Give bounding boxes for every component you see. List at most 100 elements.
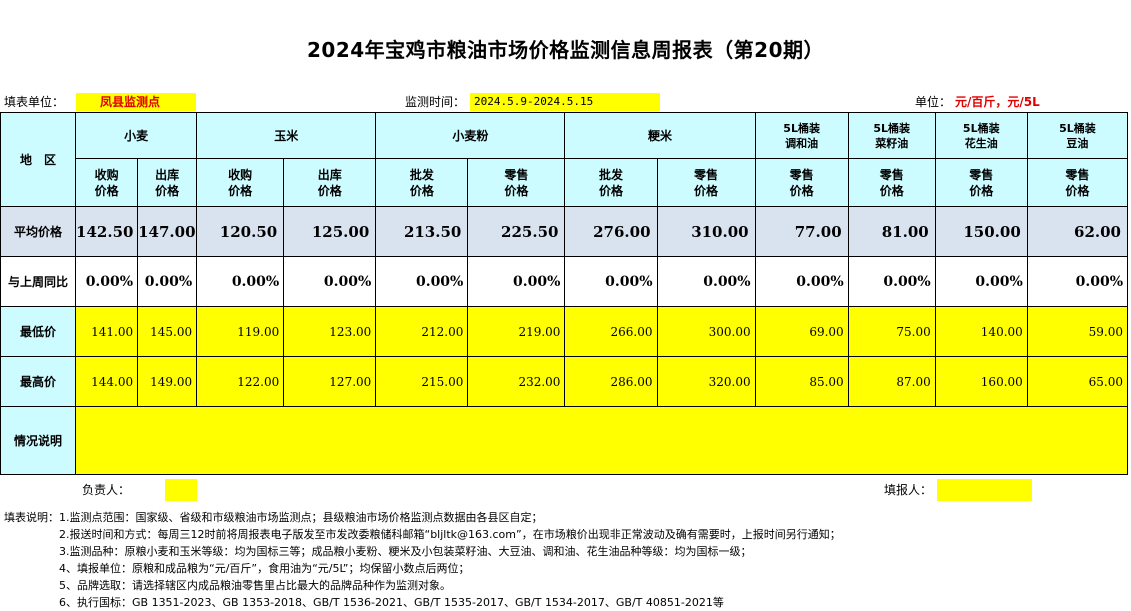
instruction-line: 3.监测品种：原粮小麦和玉米等级：均为国标三等；成品粮小麦粉、粳米及小包装菜籽油… (4, 545, 752, 558)
fill-instructions: 填表说明：1.监测点范围：国家级、省级和市级粮油市场监测点；县级粮油市场价格监测… (4, 509, 841, 611)
group-header-japonica-rice: 粳米 (564, 112, 756, 159)
region-header: 地 区 (0, 112, 77, 207)
monitor-time-label: 监测时间： (405, 95, 466, 109)
fill-unit-value[interactable]: 凤县监测点 (76, 93, 196, 111)
instruction-line: 2.报送时间和方式：每周三12时前将周报表电子版发至市发改委粮储科邮箱“bljl… (4, 528, 841, 541)
max-cell[interactable]: 87.00 (847, 356, 936, 407)
avg-cell: 125.00 (283, 206, 377, 257)
instruction-line: 填表说明：1.监测点范围：国家级、省级和市级粮油市场监测点；县级粮油市场价格监测… (4, 511, 543, 524)
avg-cell: 77.00 (754, 206, 849, 257)
row-label-min: 最低价 (0, 306, 77, 357)
min-cell[interactable]: 75.00 (847, 306, 936, 357)
sub-header: 收购 价格 (196, 158, 285, 207)
max-cell[interactable]: 232.00 (467, 356, 566, 407)
sub-header: 出库 价格 (137, 158, 198, 207)
row-label-yoy: 与上周同比 (0, 256, 77, 307)
yoy-cell: 0.00% (656, 256, 756, 307)
avg-cell: 142.50 (75, 206, 139, 257)
yoy-cell: 0.00% (934, 256, 1028, 307)
min-cell[interactable]: 219.00 (467, 306, 566, 357)
max-cell[interactable]: 144.00 (75, 356, 139, 407)
sub-header: 批发 价格 (564, 158, 658, 207)
yoy-cell: 0.00% (467, 256, 566, 307)
instruction-line: 6、执行国标：GB 1351-2023、GB 1353-2018、GB/T 15… (4, 596, 724, 609)
sub-header: 零售 价格 (847, 158, 936, 207)
avg-cell: 310.00 (656, 206, 756, 257)
responsible-label: 负责人： (82, 483, 131, 497)
avg-cell: 62.00 (1026, 206, 1129, 257)
sub-header: 批发 价格 (375, 158, 469, 207)
avg-cell: 213.50 (375, 206, 469, 257)
price-table: 地 区 小麦 玉米 小麦粉 粳米 5L桶装 调和油 5L桶装 菜籽油 5L桶装 … (0, 112, 1129, 475)
instruction-line: 4、填报单位：原粮和成品粮为“元/百斤”，食用油为“元/5L”；均保留小数点后两… (4, 562, 470, 575)
min-cell[interactable]: 123.00 (283, 306, 377, 357)
group-header-rapeseed-oil: 5L桶装 菜籽油 (847, 112, 936, 159)
yoy-row: 与上周同比 0.00% 0.00% 0.00% 0.00% 0.00% 0.00… (0, 256, 1129, 307)
avg-cell: 120.50 (196, 206, 285, 257)
responsible-input[interactable] (165, 479, 197, 501)
group-header-wheat: 小麦 (75, 112, 198, 159)
avg-cell: 150.00 (934, 206, 1028, 257)
min-cell[interactable]: 212.00 (375, 306, 469, 357)
max-cell[interactable]: 65.00 (1026, 356, 1129, 407)
row-label-max: 最高价 (0, 356, 77, 407)
max-cell[interactable]: 286.00 (564, 356, 658, 407)
yoy-cell: 0.00% (1026, 256, 1129, 307)
sub-header: 零售 价格 (656, 158, 756, 207)
group-header-flour: 小麦粉 (375, 112, 566, 159)
yoy-cell: 0.00% (847, 256, 936, 307)
max-cell[interactable]: 215.00 (375, 356, 469, 407)
min-cell[interactable]: 300.00 (656, 306, 756, 357)
min-cell[interactable]: 69.00 (754, 306, 849, 357)
avg-cell: 276.00 (564, 206, 658, 257)
yoy-cell: 0.00% (75, 256, 139, 307)
max-cell[interactable]: 85.00 (754, 356, 849, 407)
max-cell[interactable]: 320.00 (656, 356, 756, 407)
sub-header: 出库 价格 (283, 158, 377, 207)
min-price-row: 最低价 141.00 145.00 119.00 123.00 212.00 2… (0, 306, 1129, 357)
min-cell[interactable]: 141.00 (75, 306, 139, 357)
min-cell[interactable]: 59.00 (1026, 306, 1129, 357)
group-header-peanut-oil: 5L桶装 花生油 (934, 112, 1028, 159)
min-cell[interactable]: 266.00 (564, 306, 658, 357)
yoy-cell: 0.00% (137, 256, 198, 307)
page-title: 2024年宝鸡市粮油市场价格监测信息周报表（第20期） (307, 38, 824, 62)
row-label-notes: 情况说明 (0, 406, 77, 475)
group-header-blend-oil: 5L桶装 调和油 (754, 112, 849, 159)
price-unit-value: 元/百斤，元/5L (955, 95, 1040, 109)
max-cell[interactable]: 160.00 (934, 356, 1028, 407)
avg-cell: 147.00 (137, 206, 198, 257)
avg-price-row: 平均价格 142.50 147.00 120.50 125.00 213.50 … (0, 206, 1129, 257)
row-label-avg: 平均价格 (0, 206, 77, 257)
avg-cell: 225.50 (467, 206, 566, 257)
group-header-soybean-oil: 5L桶装 豆油 (1026, 112, 1129, 159)
sub-header: 零售 价格 (467, 158, 566, 207)
min-cell[interactable]: 140.00 (934, 306, 1028, 357)
sub-header: 零售 价格 (934, 158, 1028, 207)
monitor-time-value[interactable]: 2024.5.9-2024.5.15 (470, 93, 660, 111)
instruction-line: 5、品牌选取：请选择辖区内成品粮油零售里占比最大的品牌品种作为监测对象。 (4, 579, 451, 592)
price-unit-label: 单位： (915, 95, 952, 109)
notes-row: 情况说明 (0, 406, 1128, 475)
max-cell[interactable]: 149.00 (137, 356, 198, 407)
yoy-cell: 0.00% (375, 256, 469, 307)
header-row-groups: 地 区 小麦 玉米 小麦粉 粳米 5L桶装 调和油 5L桶装 菜籽油 5L桶装 … (0, 112, 1129, 207)
reporter-input[interactable] (937, 479, 1032, 501)
max-cell[interactable]: 127.00 (283, 356, 377, 407)
sub-header: 零售 价格 (754, 158, 849, 207)
max-cell[interactable]: 122.00 (196, 356, 285, 407)
yoy-cell: 0.00% (196, 256, 285, 307)
situation-notes-cell[interactable] (75, 406, 1128, 475)
group-header-corn: 玉米 (196, 112, 377, 159)
yoy-cell: 0.00% (283, 256, 377, 307)
reporter-label: 填报人： (884, 483, 933, 497)
max-price-row: 最高价 144.00 149.00 122.00 127.00 215.00 2… (0, 356, 1129, 407)
min-cell[interactable]: 145.00 (137, 306, 198, 357)
header-row-subs: 收购 价格 出库 价格 收购 价格 出库 价格 批发 价格 零售 价格 批发 价… (1, 158, 1129, 207)
yoy-cell: 0.00% (754, 256, 849, 307)
avg-cell: 81.00 (847, 206, 936, 257)
fill-unit-label: 填表单位： (4, 95, 65, 109)
sub-header: 零售 价格 (1026, 158, 1129, 207)
sub-header: 收购 价格 (75, 158, 139, 207)
min-cell[interactable]: 119.00 (196, 306, 285, 357)
